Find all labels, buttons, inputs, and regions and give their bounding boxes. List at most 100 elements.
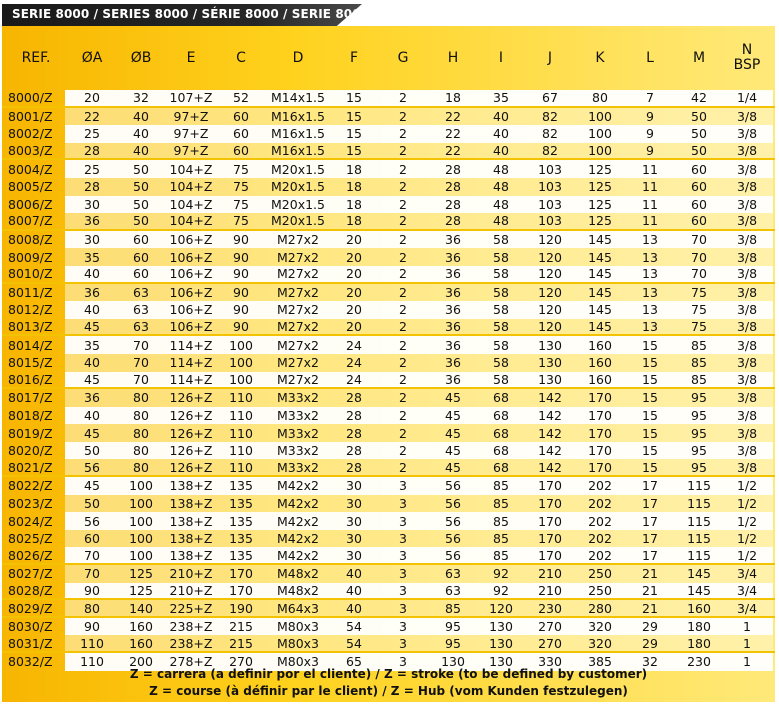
table-cell: 82 (542, 143, 558, 159)
table-cell: 60 (133, 232, 149, 248)
table-cell: 9 (646, 108, 654, 124)
column-header: E (186, 49, 196, 66)
table-cell: 278+Z (169, 654, 213, 670)
table-cell: 97+Z (173, 126, 209, 142)
table-cell: 170 (229, 566, 253, 582)
table-cell: 58 (493, 355, 509, 371)
table-cell: 28 (346, 390, 362, 406)
table-cell: 103 (538, 196, 562, 212)
table-cell: 30 (346, 495, 362, 511)
table-cell: 142 (538, 407, 562, 423)
table-cell: 3/8 (736, 443, 758, 459)
table-cell: 202 (588, 495, 612, 511)
table-cell: 28 (445, 213, 461, 229)
table-cell: 50 (133, 179, 149, 195)
table-cell: 80 (133, 407, 149, 423)
table-cell: 100 (229, 355, 253, 371)
table-row: 8012/Z 40 63 106+Z 90 M27x2 20 2 36 58 120 145 13 75 3… (2, 301, 775, 319)
table-cell: 2 (399, 337, 407, 353)
table-cell: 18 (346, 179, 362, 195)
table-cell: 135 (229, 513, 253, 529)
table-cell: 135 (229, 478, 253, 494)
table-cell: 40 (84, 355, 100, 371)
table-cell: M42x2 (276, 531, 320, 547)
table-cell: 238+Z (169, 619, 213, 635)
table-cell: 3/4 (736, 600, 758, 616)
table-cell: 90 (233, 232, 249, 248)
ref-cell: 8024/Z (8, 513, 53, 529)
table-cell: 100 (129, 478, 153, 494)
table-cell: 2 (399, 407, 407, 423)
table-cell: 2 (399, 249, 407, 265)
table-cell: 95 (691, 443, 707, 459)
table-cell: 21 (642, 582, 658, 598)
table-cell: 1 (743, 635, 751, 651)
table-row: 8022/Z 45 100 138+Z 135 M42x2 30 3 56 85 170 202 17 1… (2, 477, 775, 495)
table-row: 8020/Z 50 80 126+Z 110 M33x2 28 2 45 68 142 170 15 95… (2, 441, 775, 460)
table-cell: 70 (133, 371, 149, 387)
table-cell: 68 (493, 407, 509, 423)
column-header: F (349, 49, 359, 66)
table-row: 8024/Z 56 100 138+Z 135 M42x2 30 3 56 85 170 202 17 1… (2, 512, 775, 530)
table-cell: 90 (84, 619, 100, 635)
table-cell: 202 (588, 478, 612, 494)
table-cell: 270 (538, 619, 562, 635)
table-cell: 11 (642, 179, 658, 195)
spec-table: REF. ØA ØB E C D F G H I J K L M N BSP 8000/Z 20 32 107+Z… (2, 26, 775, 702)
table-cell: 30 (346, 531, 362, 547)
table-cell: 20 (84, 90, 100, 106)
table-cell: M27x2 (276, 371, 320, 387)
table-cell: 145 (588, 266, 612, 282)
table-cell: 20 (346, 266, 362, 282)
table-cell: 40 (493, 108, 509, 124)
table-cell: 29 (642, 635, 658, 651)
table-cell: 60 (233, 126, 249, 142)
table-cell: 2 (399, 371, 407, 387)
row-band (65, 617, 773, 636)
table-cell: 30 (346, 478, 362, 494)
table-cell: 40 (133, 126, 149, 142)
ref-cell: 8028/Z (8, 582, 53, 598)
table-cell: 190 (229, 600, 253, 616)
table-cell: 110 (80, 635, 104, 651)
table-cell: 40 (346, 566, 362, 582)
table-cell: 80 (133, 390, 149, 406)
table-cell: 142 (538, 425, 562, 441)
table-cell: 15 (346, 108, 362, 124)
table-cell: 24 (346, 355, 362, 371)
table-cell: 15 (642, 443, 658, 459)
table-cell: 110 (229, 459, 253, 475)
table-cell: 35 (84, 249, 100, 265)
table-cell: 138+Z (169, 495, 213, 511)
table-cell: M80x3 (276, 654, 320, 670)
column-header: J (547, 49, 553, 66)
table-cell: 142 (538, 390, 562, 406)
table-cell: 28 (346, 443, 362, 459)
table-row: 8028/Z 90 125 210+Z 170 M48x2 40 3 63 92 210 250 21 1… (2, 582, 775, 601)
table-row: 8025/Z 60 100 138+Z 135 M42x2 30 3 56 85 170 202 17 1… (2, 529, 775, 548)
table-cell: 170 (588, 407, 612, 423)
table-cell: 68 (493, 390, 509, 406)
table-cell: 2 (399, 319, 407, 335)
table-cell: 11 (642, 161, 658, 177)
table-cell: 60 (691, 161, 707, 177)
table-cell: 1/2 (736, 478, 758, 494)
table-cell: M42x2 (276, 513, 320, 529)
ref-cell: 8000/Z (8, 90, 53, 106)
table-cell: 3/8 (736, 161, 758, 177)
table-cell: 200 (129, 654, 153, 670)
table-cell: 80 (133, 425, 149, 441)
table-cell: 65 (346, 654, 362, 670)
table-cell: 58 (493, 232, 509, 248)
table-cell: 60 (133, 249, 149, 265)
table-cell: 115 (687, 547, 711, 563)
table-cell: 1/2 (736, 547, 758, 563)
table-cell: 170 (538, 531, 562, 547)
table-cell: 7 (646, 90, 654, 106)
table-cell: 85 (493, 531, 509, 547)
table-cell: M80x3 (276, 635, 320, 651)
ref-cell: 8025/Z (8, 531, 53, 547)
table-cell: 125 (588, 213, 612, 229)
row-band (65, 406, 773, 425)
table-cell: 114+Z (169, 371, 213, 387)
